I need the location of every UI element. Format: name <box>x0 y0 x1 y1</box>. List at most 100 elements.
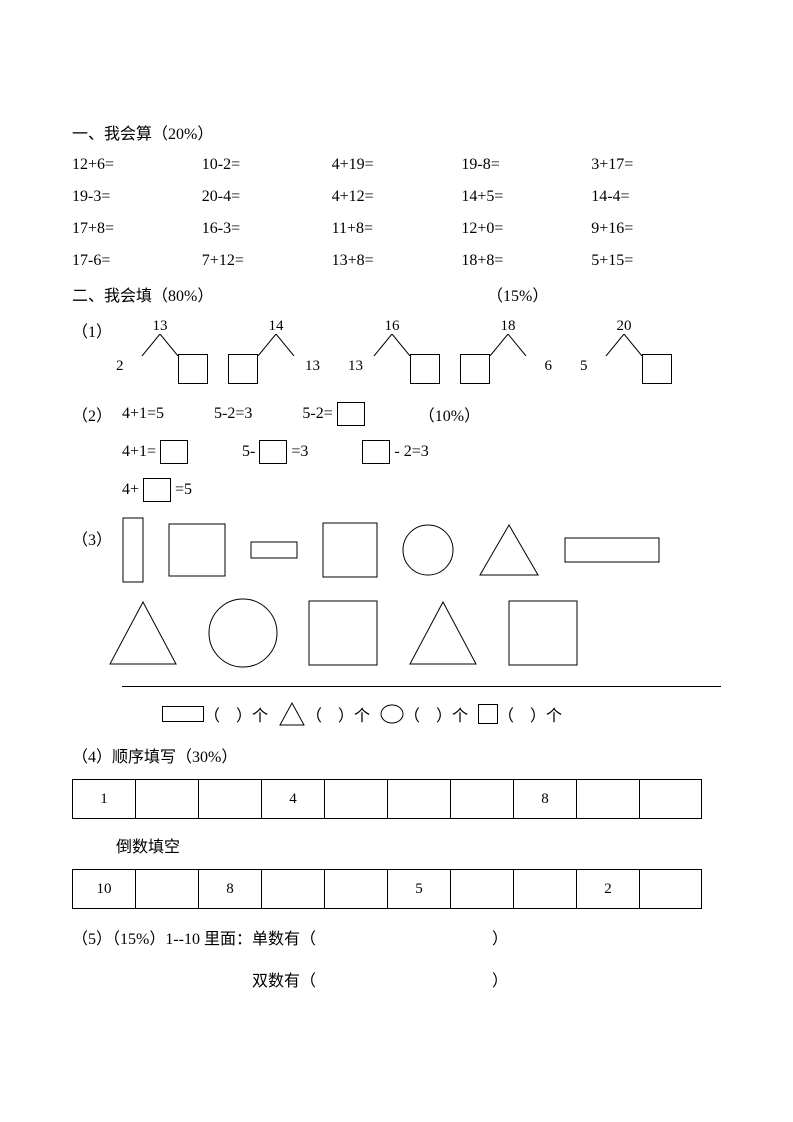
q2-eq: 4+ =5 <box>122 478 192 502</box>
rectangle-icon <box>122 517 144 583</box>
split-top: 14 <box>269 318 284 335</box>
num-cell[interactable] <box>450 779 513 819</box>
num-cell[interactable]: 8 <box>198 869 261 909</box>
shapes-line1 <box>122 516 721 584</box>
num-cell[interactable]: 2 <box>576 869 639 909</box>
q2-eq-text: 4+1= <box>122 443 156 461</box>
q2-eq: 5- =3 <box>242 440 308 464</box>
q2-eq-text: =5 <box>175 481 192 499</box>
q2-eq-text: 4+ <box>122 481 139 499</box>
calc-cell: 4+19= <box>332 156 462 174</box>
count-text: （ ）个 <box>404 702 468 726</box>
split-diagram: 13 2 <box>122 318 198 388</box>
answer-box[interactable] <box>143 478 171 502</box>
split-lines-icon <box>488 334 528 356</box>
calc-cell: 17+8= <box>72 220 202 238</box>
count-text: （ ）个 <box>306 702 370 726</box>
split-lines-icon <box>372 334 412 356</box>
num-cell[interactable] <box>324 779 387 819</box>
answer-box[interactable] <box>410 354 440 384</box>
q4-title: （4）顺序填写（30%） <box>72 743 721 767</box>
calc-cell: 3+17= <box>591 156 721 174</box>
num-cell[interactable] <box>450 869 513 909</box>
section2-title-text: 二、我会填（80%） <box>72 288 213 305</box>
q2-pct: （10%） <box>419 402 480 426</box>
q1-splits: 13 2 14 13 16 13 18 6 20 5 <box>122 318 662 388</box>
square-icon <box>308 600 378 666</box>
q1-row: （1） 13 2 14 13 16 13 18 6 20 <box>72 318 721 388</box>
square-icon <box>478 704 498 724</box>
answer-box[interactable] <box>178 354 208 384</box>
calc-cell: 14+5= <box>461 188 591 206</box>
num-cell[interactable]: 10 <box>72 869 135 909</box>
num-cell[interactable]: 8 <box>513 779 576 819</box>
split-right: 13 <box>305 358 320 375</box>
q5-line1: （5）（15%）1--10 里面：单数有（ ） <box>72 925 721 949</box>
num-cell[interactable] <box>513 869 576 909</box>
num-cell[interactable] <box>324 869 387 909</box>
answer-box[interactable] <box>228 354 258 384</box>
calc-cell: 16-3= <box>202 220 332 238</box>
calc-cell: 20-4= <box>202 188 332 206</box>
num-cell[interactable]: 4 <box>261 779 324 819</box>
answer-box[interactable] <box>460 354 490 384</box>
divider <box>122 686 721 687</box>
answer-box[interactable] <box>160 440 188 464</box>
q5-line2: 双数有（ ） <box>72 967 721 991</box>
q2-eq: 5-2= <box>302 402 368 426</box>
num-cell[interactable]: 1 <box>72 779 135 819</box>
num-cell[interactable] <box>261 869 324 909</box>
q2-eq-text: 5- <box>242 443 255 461</box>
split-left: 5 <box>580 358 588 375</box>
section2-title: 二、我会填（80%） （15%） <box>72 282 721 306</box>
triangle-icon <box>108 600 178 666</box>
calc-cell: 12+6= <box>72 156 202 174</box>
num-cell[interactable] <box>135 779 198 819</box>
split-lines-icon <box>140 334 180 356</box>
q2-label: （2） <box>72 402 122 426</box>
calc-cell: 5+15= <box>591 252 721 270</box>
q2-eq-text: 5-2= <box>302 405 332 423</box>
shapes-line2 <box>108 594 721 672</box>
circle-icon <box>208 598 278 668</box>
split-left: 13 <box>348 358 363 375</box>
q2-eq-text: =3 <box>291 443 308 461</box>
rectangle-icon <box>564 537 660 563</box>
q2-eq-text: - 2=3 <box>394 443 428 461</box>
num-cell[interactable]: 5 <box>387 869 450 909</box>
q3-row: （3） （ ）个 （ ）个 <box>72 516 721 727</box>
num-cell[interactable] <box>576 779 639 819</box>
calc-cell: 13+8= <box>332 252 462 270</box>
answer-box[interactable] <box>362 440 390 464</box>
split-lines-icon <box>604 334 644 356</box>
answer-box[interactable] <box>259 440 287 464</box>
shapes-area: （ ）个 （ ）个 （ ）个 （ ）个 <box>122 516 721 727</box>
rectangle-icon <box>250 541 298 559</box>
triangle-icon <box>408 600 478 666</box>
split-top: 13 <box>153 318 168 335</box>
circle-icon <box>402 524 454 576</box>
q2-eq: 5-2=3 <box>214 405 252 423</box>
num-cell[interactable] <box>639 869 702 909</box>
split-top: 16 <box>385 318 400 335</box>
section1-title: 一、我会算（20%） <box>72 120 721 144</box>
answer-box[interactable] <box>642 354 672 384</box>
calc-cell: 18+8= <box>461 252 591 270</box>
triangle-icon <box>478 523 540 577</box>
num-cell[interactable] <box>639 779 702 819</box>
calc-cell: 9+16= <box>591 220 721 238</box>
square-icon <box>168 523 226 577</box>
split-left: 2 <box>116 358 124 375</box>
count-text: （ ）个 <box>498 702 562 726</box>
calc-cell: 11+8= <box>332 220 462 238</box>
calc-cell: 10-2= <box>202 156 332 174</box>
circle-icon <box>380 704 404 724</box>
split-top: 20 <box>617 318 632 335</box>
num-cell[interactable] <box>135 869 198 909</box>
square-icon <box>508 600 578 666</box>
answer-box[interactable] <box>337 402 365 426</box>
q2-eq: 4+1=5 <box>122 405 164 423</box>
rectangle-icon <box>162 706 204 722</box>
num-cell[interactable] <box>198 779 261 819</box>
num-cell[interactable] <box>387 779 450 819</box>
